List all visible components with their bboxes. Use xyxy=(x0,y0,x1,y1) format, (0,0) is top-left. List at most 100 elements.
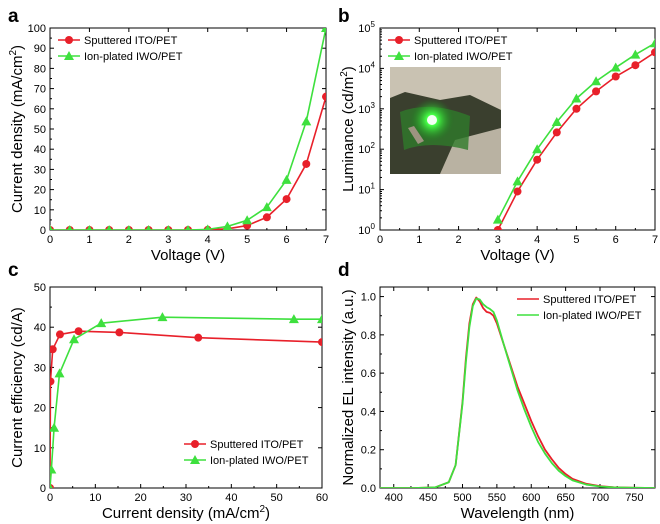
data-point xyxy=(631,61,640,70)
y-tick-label: 104 xyxy=(358,60,375,75)
series-ion-plated-iwo xyxy=(50,312,322,488)
legend-marker xyxy=(394,51,404,60)
data-point xyxy=(194,333,203,342)
data-point xyxy=(261,202,272,212)
x-tick-label: 2 xyxy=(126,234,132,246)
panel-d: 400 450 500 550 600 650 700 750 0.0 0.2 0.4 0.6 0.8 1… xyxy=(340,286,656,522)
y-tick-label: 0.8 xyxy=(361,330,376,342)
legend-label: Ion-plated IWO/PET xyxy=(210,455,309,467)
data-point xyxy=(318,338,322,347)
data-point xyxy=(54,368,65,378)
y-tick-label: 103 xyxy=(358,101,375,116)
y-tick-label: 30 xyxy=(34,164,46,176)
y-tick-label: 102 xyxy=(358,141,375,156)
data-point xyxy=(50,422,60,432)
y-tick-exponent: 1 xyxy=(371,182,376,191)
x-tick-label: 1 xyxy=(416,234,422,246)
y-tick-label: 10 xyxy=(34,443,46,455)
y-tick-label: 40 xyxy=(34,322,46,334)
data-point xyxy=(165,225,172,230)
y-tick-label: 70 xyxy=(34,84,46,96)
y-tick-label: 100 xyxy=(358,222,375,237)
y-axis-label: Current density (mA/cm2) xyxy=(8,45,26,213)
data-point xyxy=(611,72,620,81)
inset-glove-bottom xyxy=(440,128,501,174)
y-tick-base: 10 xyxy=(358,144,370,156)
y-tick-label: 0.0 xyxy=(361,483,376,495)
data-point xyxy=(115,328,124,337)
series-ion-plated-iwo xyxy=(50,28,326,230)
series-sputtered-ito xyxy=(50,92,326,230)
data-point xyxy=(204,224,211,230)
y-tick-exponent: 5 xyxy=(371,20,376,29)
data-point xyxy=(512,176,523,186)
x-axis-label-part: 2 xyxy=(259,504,265,515)
y-axis-label-part: ) xyxy=(340,66,357,71)
y-tick-label: 0.2 xyxy=(361,445,376,457)
x-tick-label: 6 xyxy=(284,234,290,246)
x-tick-label: 4 xyxy=(205,234,211,246)
y-axis-label-part: 2 xyxy=(8,50,19,56)
x-tick-label: 7 xyxy=(323,234,329,246)
data-point xyxy=(551,117,562,127)
legend: Sputtered ITO/PET Ion-plated IWO/PET xyxy=(58,35,183,63)
series-ion-plated-iwo xyxy=(492,38,655,224)
x-tick-label: 3 xyxy=(495,234,501,246)
data-point xyxy=(322,92,326,101)
data-point xyxy=(50,225,53,230)
data-point xyxy=(650,38,655,48)
x-tick-label: 0 xyxy=(47,234,53,246)
y-tick-exponent: 4 xyxy=(371,60,376,69)
y-tick-label: 50 xyxy=(34,124,46,136)
legend-label: Sputtered ITO/PET xyxy=(414,35,508,47)
data-point xyxy=(185,225,191,230)
data-point xyxy=(571,93,582,103)
series-line xyxy=(50,28,326,230)
data-point xyxy=(50,377,55,386)
data-point xyxy=(591,76,602,86)
x-tick-label: 60 xyxy=(316,492,328,504)
x-tick-label: 650 xyxy=(556,492,574,504)
x-tick-label: 7 xyxy=(652,234,658,246)
x-tick-label: 6 xyxy=(613,234,619,246)
y-tick-base: 10 xyxy=(358,225,370,237)
x-axis-label: Voltage (V) xyxy=(151,247,225,264)
data-point xyxy=(533,155,542,164)
y-tick-label: 30 xyxy=(34,362,46,374)
panel-label-d: d xyxy=(338,260,350,281)
y-tick-base: 10 xyxy=(358,185,370,197)
legend-marker xyxy=(395,36,403,44)
series-sputtered-ito xyxy=(493,48,655,230)
data-point xyxy=(86,225,93,230)
legend: Sputtered ITO/PET Ion-plated IWO/PET xyxy=(517,294,642,322)
y-tick-label: 0 xyxy=(40,225,46,237)
data-point xyxy=(552,128,561,137)
series-ion-plated-iwo xyxy=(380,297,655,488)
y-tick-base: 10 xyxy=(358,23,370,35)
data-point xyxy=(592,87,601,96)
y-tick-label: 60 xyxy=(34,104,46,116)
y-tick-label: 0.4 xyxy=(361,406,376,418)
data-point xyxy=(242,215,253,225)
data-point xyxy=(50,345,57,354)
y-tick-label: 20 xyxy=(34,403,46,415)
data-point xyxy=(317,314,322,324)
data-point xyxy=(66,225,73,230)
x-tick-label: 5 xyxy=(244,234,250,246)
y-axis-label-part: Current density (mA/cm xyxy=(9,56,26,214)
data-point xyxy=(222,221,233,230)
y-axis-label-part: 2 xyxy=(339,71,350,77)
legend-marker xyxy=(65,36,73,44)
series-sputtered-ito xyxy=(50,327,322,488)
data-point xyxy=(157,312,168,322)
data-point xyxy=(651,48,655,57)
data-point xyxy=(55,330,64,339)
legend-label: Ion-plated IWO/PET xyxy=(543,310,642,322)
x-axis-label-part: Current density (mA/cm xyxy=(102,505,260,522)
y-tick-exponent: 2 xyxy=(371,141,376,150)
legend-label: Ion-plated IWO/PET xyxy=(84,51,183,63)
data-point xyxy=(302,159,311,168)
